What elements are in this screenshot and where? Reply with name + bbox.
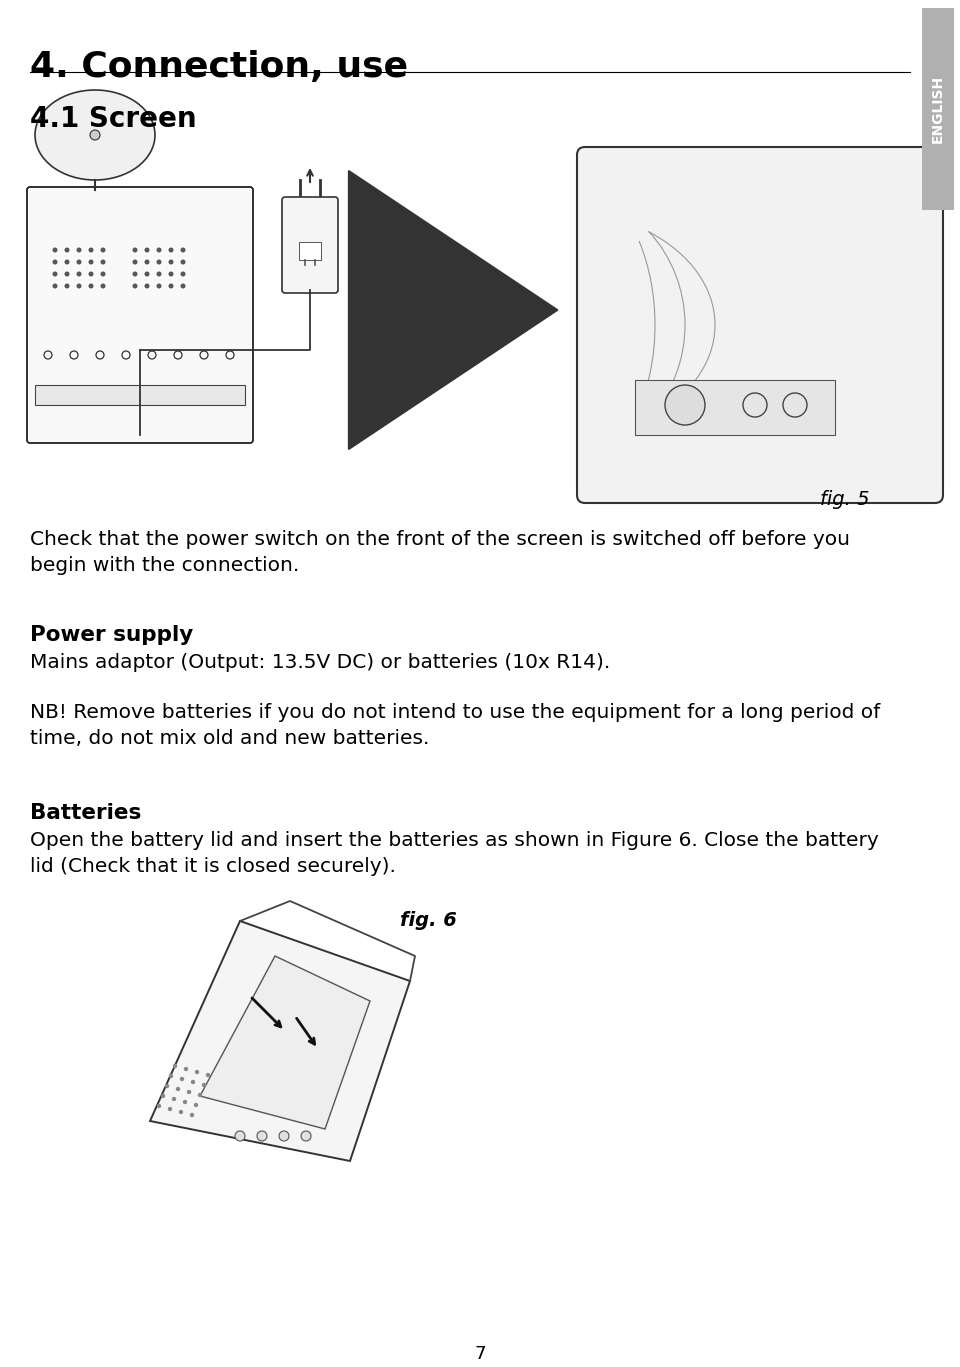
Circle shape <box>169 260 174 264</box>
Circle shape <box>180 247 185 253</box>
Text: Open the battery lid and insert the batteries as shown in Figure 6. Close the ba: Open the battery lid and insert the batt… <box>30 831 878 850</box>
Circle shape <box>235 1131 245 1141</box>
Circle shape <box>53 260 58 264</box>
Circle shape <box>279 1131 289 1141</box>
Circle shape <box>190 1113 194 1117</box>
Polygon shape <box>200 956 370 1129</box>
Text: 4.1 Screen: 4.1 Screen <box>30 105 197 133</box>
Text: 4. Connection, use: 4. Connection, use <box>30 51 408 83</box>
Circle shape <box>195 1070 200 1074</box>
Circle shape <box>77 247 82 253</box>
Text: fig. 6: fig. 6 <box>400 910 457 930</box>
Text: Mains adaptor (Output: 13.5V DC) or batteries (10x R14).: Mains adaptor (Output: 13.5V DC) or batt… <box>30 653 611 673</box>
Circle shape <box>88 272 93 276</box>
Bar <box>299 242 321 260</box>
Circle shape <box>180 1077 184 1081</box>
Text: begin with the connection.: begin with the connection. <box>30 556 300 576</box>
Circle shape <box>101 283 106 288</box>
Circle shape <box>77 272 82 276</box>
Circle shape <box>156 283 161 288</box>
Circle shape <box>191 1080 195 1084</box>
Text: ENGLISH: ENGLISH <box>931 75 945 144</box>
Circle shape <box>179 1110 183 1114</box>
Text: 7: 7 <box>474 1345 486 1363</box>
Polygon shape <box>150 921 410 1161</box>
Text: fig. 5: fig. 5 <box>821 489 870 509</box>
Circle shape <box>156 247 161 253</box>
FancyBboxPatch shape <box>282 197 338 293</box>
Circle shape <box>194 1103 198 1107</box>
Circle shape <box>77 260 82 264</box>
Circle shape <box>169 1074 173 1079</box>
Circle shape <box>182 1100 187 1105</box>
Circle shape <box>301 1131 311 1141</box>
Text: NB! Remove batteries if you do not intend to use the equipment for a long period: NB! Remove batteries if you do not inten… <box>30 703 880 722</box>
Bar <box>35 385 245 405</box>
Circle shape <box>205 1073 210 1077</box>
Text: Power supply: Power supply <box>30 625 193 645</box>
Circle shape <box>145 272 150 276</box>
Circle shape <box>172 1096 177 1102</box>
Circle shape <box>180 260 185 264</box>
Circle shape <box>156 1103 161 1109</box>
FancyBboxPatch shape <box>27 187 253 443</box>
Circle shape <box>202 1083 206 1087</box>
Circle shape <box>101 247 106 253</box>
Circle shape <box>132 260 137 264</box>
Circle shape <box>90 130 100 139</box>
Circle shape <box>145 283 150 288</box>
Circle shape <box>101 272 106 276</box>
Circle shape <box>165 1084 169 1088</box>
Text: Check that the power switch on the front of the screen is switched off before yo: Check that the power switch on the front… <box>30 530 850 550</box>
Circle shape <box>156 272 161 276</box>
Circle shape <box>198 1092 203 1098</box>
Text: time, do not mix old and new batteries.: time, do not mix old and new batteries. <box>30 729 429 748</box>
Circle shape <box>145 247 150 253</box>
Circle shape <box>88 283 93 288</box>
Circle shape <box>665 385 705 425</box>
Circle shape <box>168 1107 172 1111</box>
Circle shape <box>169 272 174 276</box>
Bar <box>922 8 954 211</box>
Circle shape <box>101 260 106 264</box>
Circle shape <box>132 272 137 276</box>
Circle shape <box>169 247 174 253</box>
Circle shape <box>173 1064 178 1068</box>
Circle shape <box>64 272 69 276</box>
FancyBboxPatch shape <box>577 148 943 503</box>
Circle shape <box>64 283 69 288</box>
Circle shape <box>176 1087 180 1091</box>
Circle shape <box>145 260 150 264</box>
Text: lid (Check that it is closed securely).: lid (Check that it is closed securely). <box>30 857 396 876</box>
Circle shape <box>257 1131 267 1141</box>
Circle shape <box>88 260 93 264</box>
Circle shape <box>64 260 69 264</box>
Circle shape <box>161 1094 165 1098</box>
Circle shape <box>64 247 69 253</box>
Circle shape <box>53 247 58 253</box>
Circle shape <box>132 247 137 253</box>
Circle shape <box>88 247 93 253</box>
Circle shape <box>156 260 161 264</box>
Circle shape <box>187 1089 191 1094</box>
Circle shape <box>180 283 185 288</box>
Circle shape <box>132 283 137 288</box>
Circle shape <box>53 283 58 288</box>
Ellipse shape <box>35 90 155 180</box>
Bar <box>635 380 835 435</box>
Text: Batteries: Batteries <box>30 802 141 823</box>
Circle shape <box>180 272 185 276</box>
Circle shape <box>53 272 58 276</box>
Circle shape <box>183 1066 188 1072</box>
Circle shape <box>169 283 174 288</box>
Circle shape <box>77 283 82 288</box>
